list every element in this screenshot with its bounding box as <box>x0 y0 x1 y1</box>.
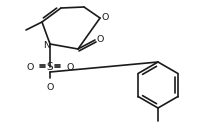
Text: O: O <box>96 35 104 45</box>
Text: O: O <box>46 83 54 92</box>
Text: O: O <box>26 62 34 71</box>
Text: O: O <box>66 62 74 71</box>
Text: N: N <box>43 41 51 50</box>
Text: S: S <box>47 62 53 72</box>
Text: O: O <box>101 14 109 22</box>
